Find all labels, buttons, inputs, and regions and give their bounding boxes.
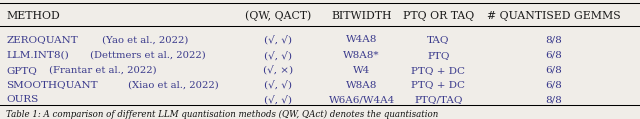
Text: (QW, QACT): (QW, QACT) bbox=[245, 11, 312, 21]
Text: OURS: OURS bbox=[6, 95, 38, 104]
Text: 8/8: 8/8 bbox=[545, 95, 562, 104]
Text: W8A8*: W8A8* bbox=[343, 51, 380, 60]
Text: (√, √): (√, √) bbox=[264, 95, 292, 105]
Text: PTQ + DC: PTQ + DC bbox=[412, 81, 465, 90]
Text: (√, √): (√, √) bbox=[264, 80, 292, 90]
Text: (√, √): (√, √) bbox=[264, 51, 292, 60]
Text: 6/8: 6/8 bbox=[545, 81, 562, 90]
Text: PTQ/TAQ: PTQ/TAQ bbox=[414, 95, 463, 104]
Text: GPTQ: GPTQ bbox=[6, 66, 37, 75]
Text: W4: W4 bbox=[353, 66, 370, 75]
Text: Table 1: A comparison of different LLM quantisation methods (QW, QAct) denotes t: Table 1: A comparison of different LLM q… bbox=[6, 110, 438, 119]
Text: PTQ + DC: PTQ + DC bbox=[412, 66, 465, 75]
Text: SMOOTHQUANT: SMOOTHQUANT bbox=[6, 81, 98, 90]
Text: TAQ: TAQ bbox=[427, 35, 450, 44]
Text: (Dettmers et al., 2022): (Dettmers et al., 2022) bbox=[88, 51, 206, 60]
Text: (Yao et al., 2022): (Yao et al., 2022) bbox=[99, 35, 188, 44]
Text: W4A8: W4A8 bbox=[346, 35, 378, 44]
Text: # QUANTISED GEMMS: # QUANTISED GEMMS bbox=[487, 11, 620, 21]
Text: BITWIDTH: BITWIDTH bbox=[332, 11, 392, 21]
Text: LLM.INT8(): LLM.INT8() bbox=[6, 51, 69, 60]
Text: PTQ OR TAQ: PTQ OR TAQ bbox=[403, 11, 474, 21]
Text: PTQ: PTQ bbox=[427, 51, 450, 60]
Text: 8/8: 8/8 bbox=[545, 35, 562, 44]
Text: METHOD: METHOD bbox=[6, 11, 60, 21]
Text: 6/8: 6/8 bbox=[545, 66, 562, 75]
Text: (√, ×): (√, ×) bbox=[263, 65, 294, 75]
Text: (√, √): (√, √) bbox=[264, 35, 292, 45]
Text: W8A8: W8A8 bbox=[346, 81, 378, 90]
Text: ZEROQUANT: ZEROQUANT bbox=[6, 35, 78, 44]
Text: 6/8: 6/8 bbox=[545, 51, 562, 60]
Text: W6A6/W4A4: W6A6/W4A4 bbox=[328, 95, 395, 104]
Text: (Xiao et al., 2022): (Xiao et al., 2022) bbox=[125, 81, 218, 90]
Text: (Frantar et al., 2022): (Frantar et al., 2022) bbox=[46, 66, 157, 75]
